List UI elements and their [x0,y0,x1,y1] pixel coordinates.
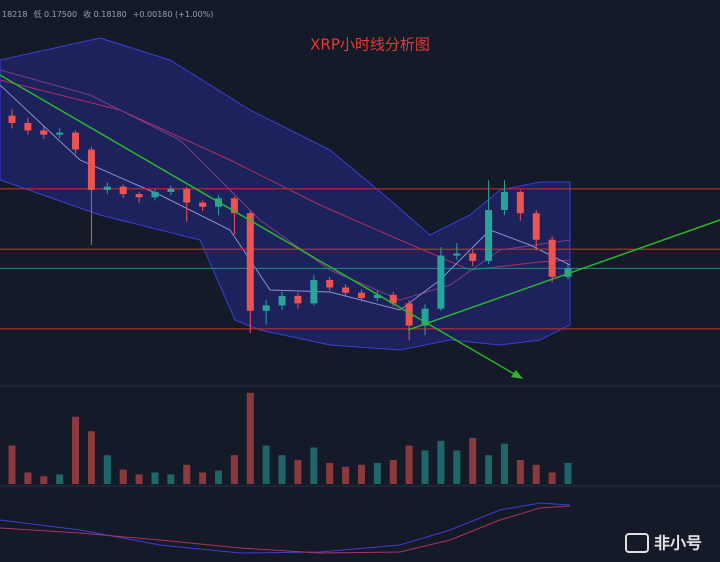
candle-body [151,191,159,198]
candle-body [310,280,318,304]
volume-bar [564,462,572,484]
logo-icon [625,533,649,553]
volume-bar [500,443,508,484]
header-item: 18218 [2,10,27,19]
candle-body [437,255,445,309]
volume-bar [516,460,524,484]
volume-bar [357,464,365,484]
moving-average [0,79,571,271]
volume-bar [262,445,270,484]
volume-bar [421,450,429,484]
volume-bar [151,472,159,484]
trend-line [0,74,517,376]
volumes [8,392,572,484]
arrow-head [511,370,523,379]
volume-bar [230,455,238,484]
candle-body [87,149,95,190]
volume-bar [183,464,191,484]
candle-body [500,191,508,210]
volume-bar [56,474,64,484]
levels [0,188,720,330]
candle-body [342,287,350,293]
volume-bar [326,462,334,484]
signal-line [0,505,571,554]
volume-bar [373,462,381,484]
watermark: 非小号 [654,534,702,553]
header-info: 18218 低 0.17500 收 0.18180 +0.00180 (+1.00%) [2,9,213,19]
candle-body [548,239,556,277]
volume-bar [246,392,254,484]
candle-body [405,303,413,326]
volume-bar [215,470,223,484]
candle-body [373,294,381,299]
trend-line [407,219,720,331]
candle-body [246,213,254,311]
chart-title: XRP小时线分析图 [310,36,430,54]
candle-body [516,191,524,214]
volume-bar [437,440,445,484]
volume-bar [485,455,493,484]
volume-bar [532,464,540,484]
candle-body [421,308,429,326]
volume-bar [135,474,143,484]
candle-body [230,198,238,214]
candle-body [183,188,191,203]
candle-body [453,253,461,256]
candle-body [294,295,302,304]
header-item: 低 0.17500 [33,9,77,19]
volume-bar [24,472,32,484]
volume-bar [119,469,127,484]
volume-bar [8,445,16,484]
candle-body [8,115,16,124]
candle-body [278,295,286,306]
volume-bar [72,416,80,484]
volume-bar [548,472,556,484]
candle-body [40,130,48,135]
candle-body [72,132,80,150]
candle-body [532,213,540,240]
candle-body [485,210,493,261]
volume-bar [103,455,111,484]
volume-bar [310,447,318,484]
moving-average [0,84,571,311]
volume-bar [389,460,397,484]
volume-bar [294,460,302,484]
candle-body [199,202,207,207]
volume-bar [342,466,350,484]
candle-body [564,268,572,277]
volume-bar [453,450,461,484]
candle-body [24,123,32,131]
candle-body [326,280,334,288]
volume-bar [278,455,286,484]
volume-bar [40,476,48,484]
candle-body [389,294,397,304]
volume-bar [405,445,413,484]
header-item: 收 0.18180 [83,9,127,19]
moving-average [0,69,571,301]
volume-bar [469,437,477,484]
header-item: +0.00180 (+1.00%) [133,10,214,19]
candle-body [103,186,111,190]
volume-bar [199,472,207,484]
macd-line [0,502,571,554]
volume-bar [167,474,175,484]
candle-body [469,253,477,261]
bollinger-band [0,37,571,351]
volume-bar [87,431,95,484]
candle-body [262,305,270,311]
candle-body [357,292,365,299]
candle-body [167,188,175,192]
candle-body [119,186,127,195]
candle-body [56,132,64,135]
candle-body [135,194,143,198]
